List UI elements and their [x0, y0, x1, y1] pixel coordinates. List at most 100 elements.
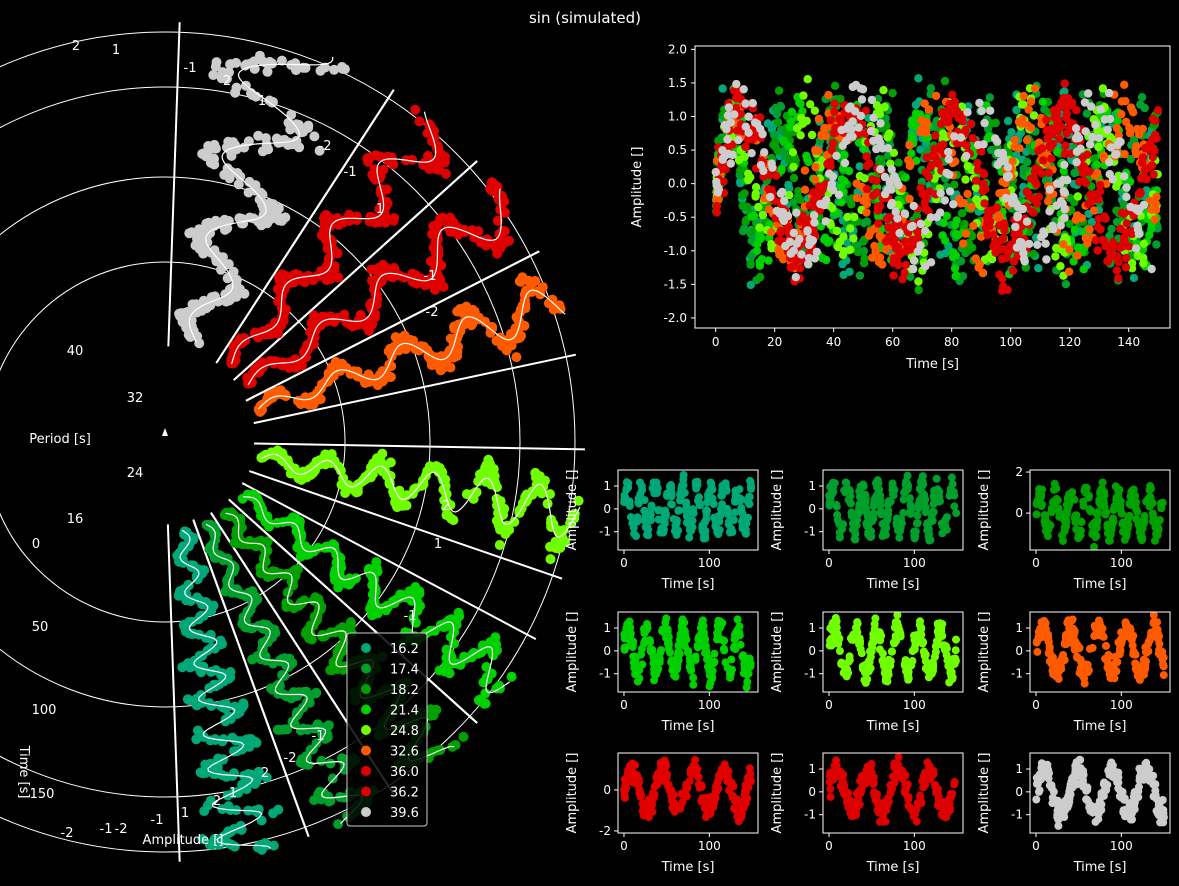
amplitude-tick-label: -1 [100, 822, 113, 837]
data-point [998, 148, 1007, 157]
data-point [777, 166, 786, 175]
data-point [406, 588, 417, 599]
data-point [486, 475, 497, 486]
data-point [878, 260, 887, 269]
data-point [963, 189, 972, 199]
data-point [752, 246, 762, 255]
amplitude-tick-label: 2 [442, 499, 450, 514]
data-point [428, 707, 439, 718]
x-tick-label: 100 [999, 335, 1022, 349]
data-point [1107, 224, 1116, 234]
data-point [1061, 113, 1071, 123]
data-point [1120, 80, 1129, 90]
data-point [685, 533, 694, 542]
data-point [225, 672, 236, 683]
data-point [1013, 213, 1022, 222]
data-point [231, 524, 242, 535]
data-point [324, 371, 335, 382]
data-point [387, 596, 398, 607]
data-point [1009, 257, 1019, 266]
data-point [492, 500, 503, 511]
data-point [975, 98, 984, 108]
data-point [1094, 142, 1103, 152]
data-point [209, 139, 220, 150]
data-point [921, 226, 930, 235]
data-point [547, 295, 558, 305]
data-point [181, 660, 192, 671]
data-point [1139, 259, 1148, 268]
data-point [898, 275, 907, 284]
data-point [776, 236, 785, 245]
data-point [519, 289, 530, 300]
data-point [553, 543, 564, 554]
data-point [1049, 106, 1059, 115]
data-point [262, 66, 273, 77]
figure-title: sin (simulated) [529, 9, 641, 27]
data-point [1094, 195, 1104, 204]
data-point [844, 104, 853, 113]
data-point [872, 176, 881, 186]
time-axis-label: Time [s] [16, 745, 31, 799]
wedge-border [241, 482, 537, 641]
data-point [1132, 244, 1141, 253]
data-point [1042, 255, 1051, 264]
data-point [191, 734, 202, 745]
data-point [810, 175, 820, 184]
data-point [389, 213, 400, 224]
data-point [959, 239, 968, 248]
data-point [807, 130, 817, 140]
amplitude-tick-label: 1 [434, 537, 442, 552]
data-point [746, 280, 755, 290]
data-point [211, 833, 222, 844]
data-point [1091, 120, 1100, 130]
data-point [916, 219, 926, 229]
data-point [1003, 285, 1012, 295]
data-point [802, 216, 812, 226]
wedge-border [166, 524, 181, 862]
data-point [732, 79, 741, 89]
data-point [1060, 79, 1070, 88]
x-tick-label: 60 [885, 335, 900, 349]
wedge-border [216, 89, 395, 363]
data-point [993, 160, 1002, 169]
data-point [228, 266, 239, 277]
legend-label: 18.2 [390, 683, 419, 698]
data-point [1060, 149, 1070, 159]
data-point [202, 800, 213, 811]
data-point [1055, 179, 1065, 189]
data-point [1152, 240, 1161, 249]
data-point [1019, 248, 1028, 258]
data-point [1094, 214, 1103, 224]
data-point [1117, 110, 1126, 119]
data-point [256, 510, 267, 521]
data-point [791, 273, 800, 282]
data-point [1055, 134, 1064, 144]
data-point [784, 180, 793, 190]
data-point [327, 315, 338, 326]
data-point [794, 186, 803, 196]
data-point [875, 231, 884, 240]
data-point [225, 59, 236, 70]
data-point [481, 662, 492, 672]
data-point [744, 169, 753, 178]
wedge-border [253, 353, 577, 425]
data-point [414, 116, 425, 127]
amplitude-tick-label: -2 [61, 826, 74, 841]
data-point [966, 119, 976, 129]
data-point [846, 245, 855, 254]
data-point [718, 146, 727, 155]
data-point [1042, 115, 1051, 125]
data-point [1101, 214, 1110, 223]
data-point [839, 232, 848, 241]
data-point [740, 189, 749, 198]
data-point [800, 166, 810, 175]
data-point [1022, 136, 1032, 145]
data-point [914, 74, 923, 83]
data-point [789, 228, 798, 238]
data-point [475, 694, 485, 705]
data-point [1132, 149, 1141, 159]
data-point [1147, 264, 1156, 274]
data-point [1002, 253, 1011, 262]
data-point [1103, 256, 1112, 266]
